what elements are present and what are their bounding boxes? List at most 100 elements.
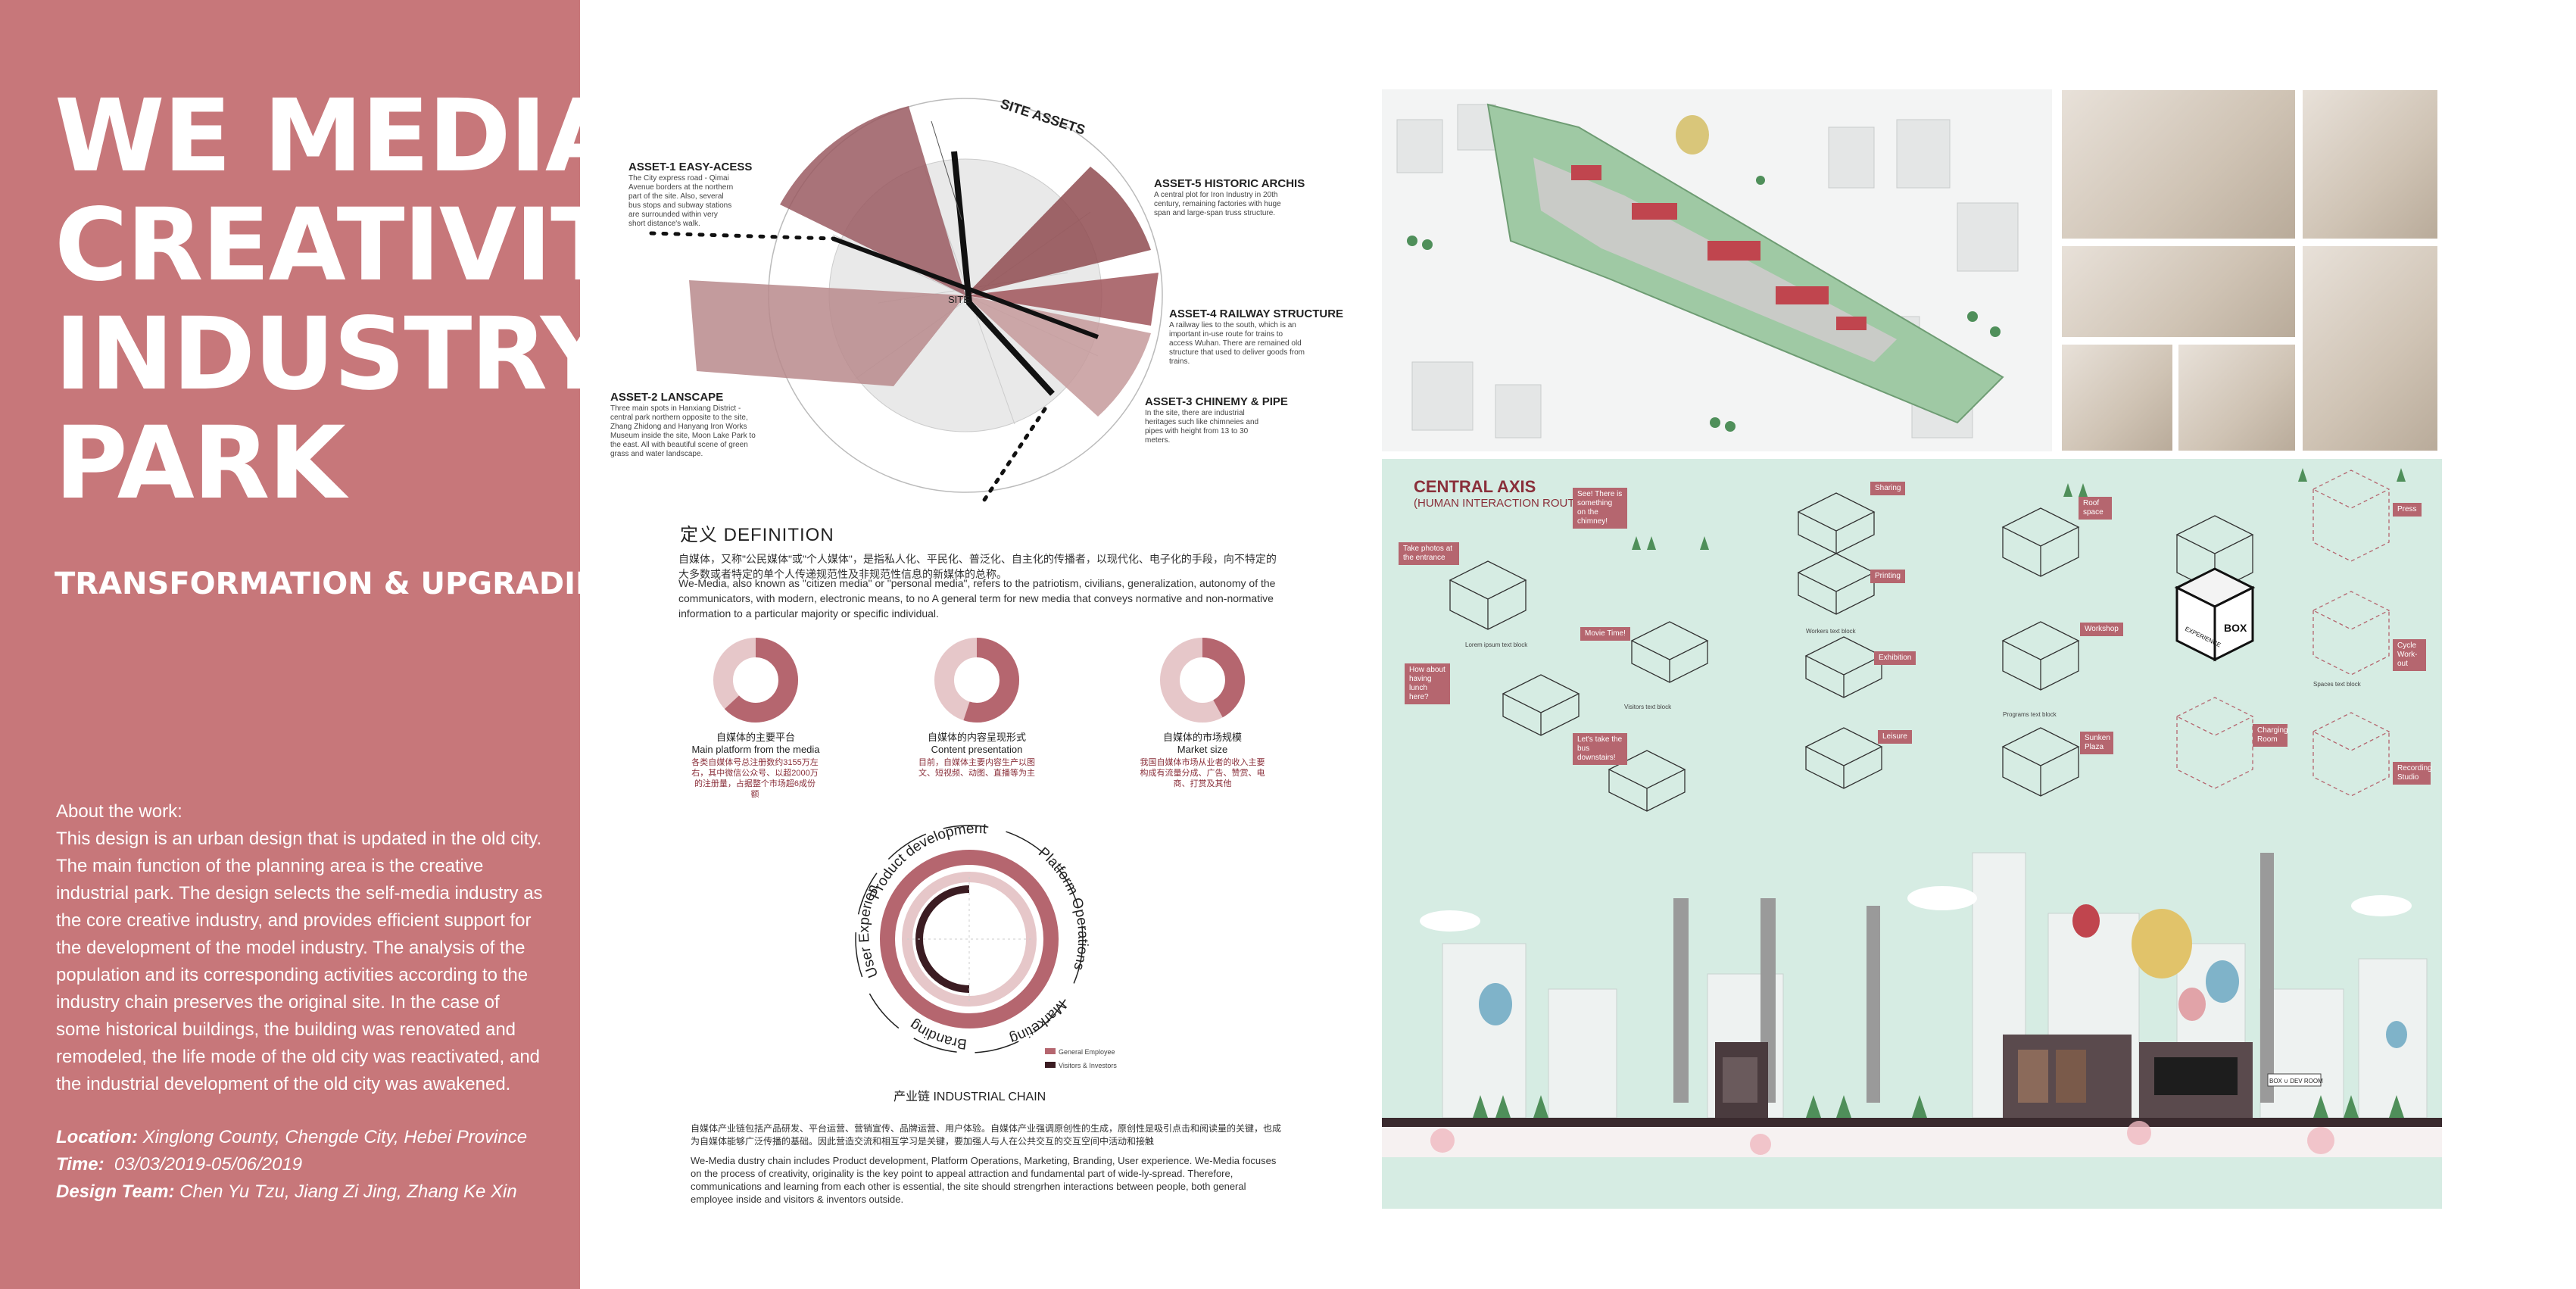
asset4-title: ASSET-4 RAILWAY STRUCTURE [1169,307,1344,320]
balloon-icon [1676,115,1709,154]
tag-printing: Printing [1870,570,1905,583]
about-text: This design is an urban design that is u… [56,829,543,1094]
time-label: Time: [56,1154,104,1175]
title-panel: WE MEDIA CREATIVITY INDUSTRY PARK TRANSF… [0,0,690,1289]
donut2-caption: 自媒体的内容呈现形式 Content presentation [901,732,1053,756]
subtitle: TRANSFORMATION & UPGRADING [55,566,626,601]
tag-charging: Charging Room [2253,724,2288,747]
tag-exhibition: Exhibition [1874,651,1916,665]
definition-cn: 自媒体，又称"公民媒体"或"个人媒体"，是指私人化、平民化、普泛化、自主化的传播… [678,553,1277,580]
central-axis-panel: CENTRAL AXIS (HUMAN INTERACTION ROUTE) [1382,459,2442,1209]
donut-3-value [1160,638,1245,723]
model-photo-2 [2302,89,2438,239]
tag-take-photos: Take photos at the entrance [1399,542,1459,565]
team-value: Chen Yu Tzu, Jiang Zi Jing, Zhang Ke Xin [179,1181,517,1202]
asset2-photo [689,280,965,386]
box-label: BOX [2224,622,2247,634]
title-line-1: WE MEDIA [55,78,622,195]
location-label: Location: [56,1127,138,1147]
box-cube [2174,567,2256,662]
donut2-cn: 自媒体的内容呈现形式 [927,732,1026,743]
chain-label-user: User Experience [818,788,881,980]
project-meta: Location: Xinglong County, Chengde City,… [56,1124,571,1206]
street-elevation: BOX ∪ DEV ROOM [1382,852,2442,1157]
main-title: WE MEDIA CREATIVITY INDUSTRY PARK [55,78,690,522]
donut2-note: 目前，自媒体主要内容生产以图文、短视频、动图、直播等为主 [918,758,1035,778]
site-center-label: SITE [948,294,970,305]
tag-bus: Let's take the bus downstairs! [1573,733,1627,765]
asset1-photo [780,106,965,295]
asset2-desc: Three main spots in Hanxiang District - … [610,404,756,458]
location-row: Location: Xinglong County, Chengde City,… [56,1124,571,1151]
donut1-cn: 自媒体的主要平台 [716,732,795,743]
donut3-caption: 自媒体的市场规模 Market size [1127,732,1278,756]
time-row: Time: 03/03/2019-05/06/2019 [56,1151,571,1178]
donut3-en: Market size [1177,744,1228,755]
title-line-4: PARK [55,405,346,522]
asset5-title: ASSET-5 HISTORIC ARCHIS [1154,177,1305,190]
location-value: Xinglong County, Chengde City, Hebei Pro… [142,1127,528,1147]
model-photo-4 [2302,245,2438,451]
central-axis-subtitle: (HUMAN INTERACTION ROUTE) [1414,497,1586,510]
model-photo-6 [2178,344,2296,451]
team-row: Design Team: Chen Yu Tzu, Jiang Zi Jing,… [56,1178,571,1206]
definition-en: We-Media, also known as "citizen media" … [678,577,1276,620]
tag-sunken-plaza: Sunken Plaza [2080,732,2113,754]
about-heading: About the work: [56,801,182,822]
asset1-title: ASSET-1 EASY-ACESS [628,161,753,173]
legend2-label: Visitors & Investors [1059,1062,1117,1069]
central-axis-title: CENTRAL AXIS [1414,477,1536,496]
tag-press: Press [2393,503,2422,517]
donut-2-value [934,638,1019,723]
axonometric-site-map [1382,89,2052,451]
bottom-text-en: We-Media dustry chain includes Product d… [691,1155,1277,1205]
tag-sharing: Sharing [1870,482,1906,495]
tag-workshop: Workshop [2080,623,2123,636]
about-section: About the work: This design is an urban … [56,798,548,1098]
donut3-note: 我国自媒体市场从业者的收入主要构成有流量分成、广告、赞赏、电商、打赏及其他 [1140,758,1265,788]
model-photo-3 [2061,245,2296,338]
asset3-title: ASSET-3 CHINEMY & PIPE [1145,395,1288,408]
tag-chimney: See! There is something on the chimney! [1573,488,1627,529]
site-map-drawing [1396,103,2019,439]
donut1-caption: 自媒体的主要平台 Main platform from the media [680,732,831,756]
legend1-label: General Employee [1059,1048,1115,1056]
model-photo-1 [2061,89,2296,239]
donut-charts [713,638,1245,723]
definition-heading: 定义 DEFINITION [680,525,834,545]
tag-movie: Movie Time! [1580,627,1630,641]
tag-cycle: Cycle Work-out [2393,639,2426,671]
interaction-vignettes: Lorem ipsum text block Visitors text bloc… [1382,468,2442,1157]
asset2-title: ASSET-2 LANSCAPE [610,391,724,404]
svg-text:User Experience: User Experience [818,788,881,980]
donut2-en: Content presentation [931,744,1023,755]
svg-text:Spaces text block: Spaces text block [2313,681,2362,688]
legend2-swatch [1045,1062,1056,1068]
billboard-label: BOX ∪ DEV ROOM [2269,1078,2323,1085]
svg-text:Lorem ipsum text block: Lorem ipsum text block [1465,641,1528,648]
svg-text:Programs text block: Programs text block [2003,711,2057,718]
asset1-desc: The City express road - Qimai Avenue bor… [628,174,734,228]
tag-lunch: How about having lunch here? [1405,663,1450,704]
model-photo-5 [2061,344,2173,451]
donut-1-value [713,638,798,723]
team-label: Design Team: [56,1181,175,1202]
tag-roof: Roof space [2079,497,2112,520]
svg-text:Workers text block: Workers text block [1806,628,1857,635]
bottom-text-cn: 自媒体产业链包括产品研发、平台运营、营销宣传、品牌运营、用户体验。自媒体产业强调… [691,1123,1282,1147]
chain-caption: 产业链 INDUSTRIAL CHAIN [893,1091,1046,1103]
asset3-desc: In the site, there are industrial herita… [1145,409,1259,445]
site-assets-diagram: SITE ASSETS SITE [649,96,1163,502]
legend1-swatch [1045,1048,1056,1054]
tag-recording: Recording Studio [2393,762,2432,785]
tag-leisure: Leisure [1878,730,1912,744]
asset4-photo [965,273,1159,326]
title-line-2: CREATIVITY [55,187,690,304]
title-line-3: INDUSTRY [55,296,613,413]
asset4-desc: A railway lies to the south, which is an… [1169,321,1305,366]
donut1-note: 各类自媒体号总注册数约3155万左右，其中微信公众号、以超2000万的注册量，占… [691,758,819,799]
time-value: 03/03/2019-05/06/2019 [114,1154,303,1175]
asset5-desc: A central plot for Iron Industry in 20th… [1154,191,1281,217]
site-assets-title: SITE ASSETS [999,96,1087,138]
donut3-cn: 自媒体的市场规模 [1162,732,1242,743]
